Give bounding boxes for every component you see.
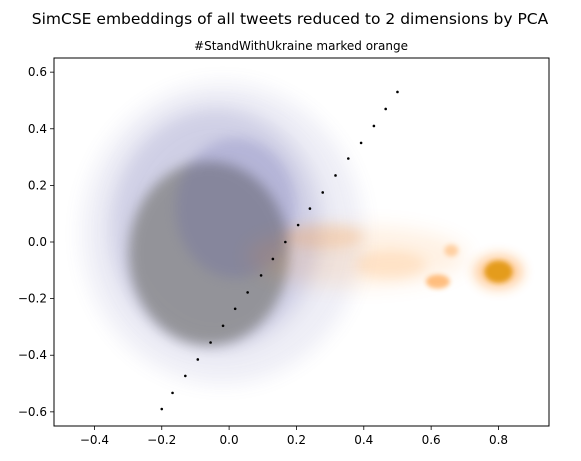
data-point [396,90,399,94]
data-point [171,391,174,395]
tail-cluster-4 [444,244,459,257]
y-axis: −0.6 −0.4 −0.2 0.0 0.2 0.4 0.6 [18,65,54,419]
plot-area [82,83,523,411]
y-tick-label: 0.4 [28,122,47,136]
data-point [221,324,225,328]
tail-cluster-3 [425,274,450,289]
data-point [359,141,363,145]
x-tick-label: 0.2 [287,433,306,447]
data-point [271,257,275,261]
x-tick-label: 0.8 [489,433,508,447]
data-point [259,274,263,277]
data-point [334,174,337,177]
data-point [384,107,387,111]
data-point [308,207,312,210]
data-point [284,240,287,244]
tail-cluster-1 [283,224,364,249]
chart-title: SimCSE embeddings of all tweets reduced … [32,10,549,28]
data-point [233,307,237,311]
tail-cluster-2 [355,250,426,279]
x-axis: −0.4 −0.2 0.0 0.2 0.4 0.6 0.8 [80,426,508,447]
data-point [321,191,325,194]
x-tick-label: −0.4 [80,433,109,447]
density-clouds [82,83,523,384]
x-tick-label: −0.2 [147,433,176,447]
y-tick-label: 0.0 [28,235,47,249]
projected-point-markers [160,90,399,411]
swu-cluster-core [484,260,513,283]
y-tick-label: −0.2 [18,292,47,306]
x-tick-label: 0.4 [354,433,373,447]
y-tick-label: 0.2 [28,178,47,192]
data-point [246,291,249,294]
data-point [196,358,200,361]
data-point [184,374,187,378]
data-point [160,407,164,411]
y-tick-label: −0.4 [18,348,47,362]
x-tick-label: 0.0 [220,433,239,447]
y-tick-label: −0.6 [18,405,47,419]
data-point [209,341,212,344]
x-tick-label: 0.6 [422,433,441,447]
data-point [372,124,376,128]
y-tick-label: 0.6 [28,65,47,79]
data-point [347,157,350,160]
chart-subtitle: #StandWithUkraine marked orange [194,39,408,53]
data-point [296,223,300,227]
